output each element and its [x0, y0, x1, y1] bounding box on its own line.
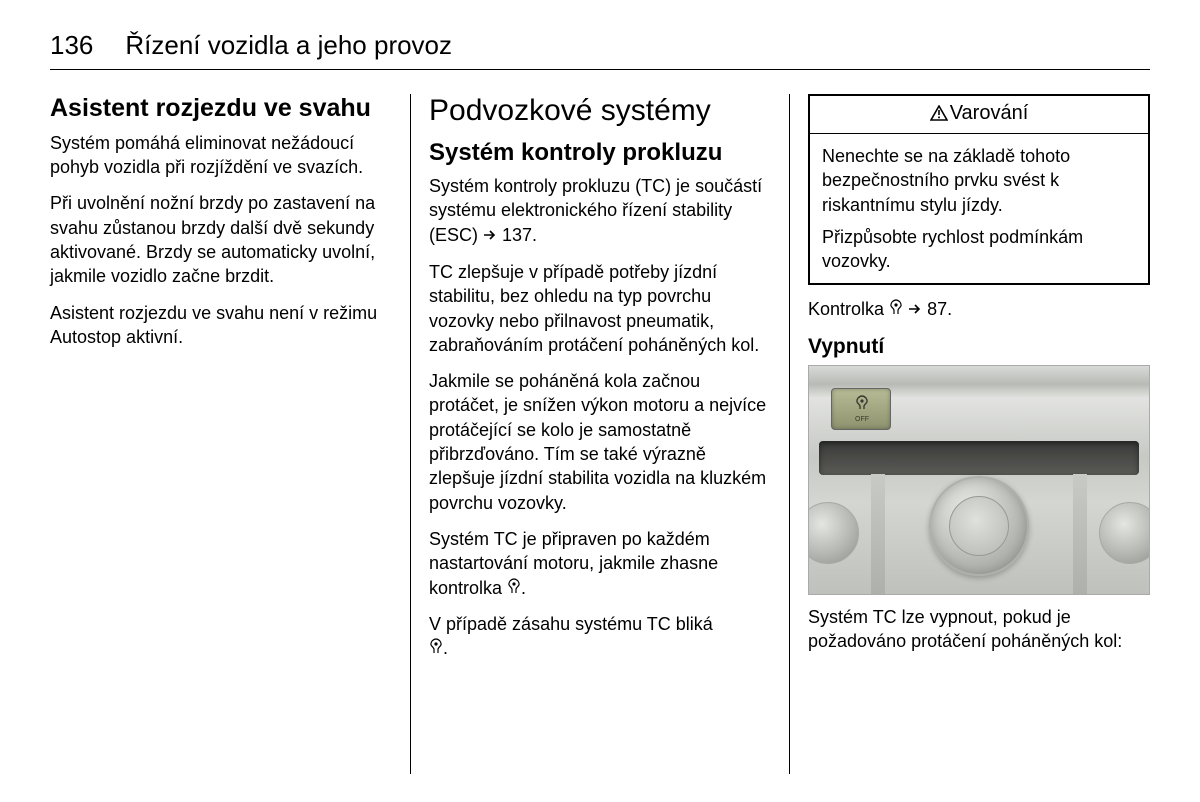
col2-para-1-ref: 137.: [502, 225, 537, 245]
page-header: 136 Řízení vozidla a jeho provoz: [50, 30, 1150, 61]
warning-title: Varování: [810, 96, 1148, 134]
esc-off-icon: [507, 578, 521, 600]
dashboard-cd-slot: [819, 441, 1139, 475]
col1-para-1: Systém pomáhá eliminovat nežádoucí pohyb…: [50, 131, 392, 180]
col1-heading: Asistent rozjezdu ve svahu: [50, 94, 392, 123]
col2-sub-heading: Systém kontroly prokluzu: [429, 139, 771, 167]
col2-para-4b: .: [521, 578, 526, 598]
warning-body: Nenechte se na základě tohoto bezpečnost…: [810, 134, 1148, 283]
esc-off-icon: [429, 638, 443, 660]
warning-label: Varování: [950, 102, 1029, 124]
page-reference-arrow-icon: [483, 224, 497, 248]
col1-para-3: Asistent rozjezdu ve svahu není v režimu…: [50, 301, 392, 350]
off-heading: Vypnutí: [808, 335, 1150, 359]
column-3: Varování Nenechte se na základě tohoto b…: [789, 94, 1150, 774]
column-1: Asistent rozjezdu ve svahu Systém pomáhá…: [50, 94, 410, 774]
dashboard-photo: OFF: [808, 365, 1150, 595]
column-2: Podvozkové systémy Systém kontroly prokl…: [410, 94, 789, 774]
col2-para-4a: Systém TC je připraven po každém nastart…: [429, 529, 718, 598]
col2-para-1-text: Systém kontroly prokluzu (TC) je součást…: [429, 176, 762, 245]
col2-para-1: Systém kontroly prokluzu (TC) je součást…: [429, 174, 771, 248]
col2-para-2: TC zlepšuje v případě potřeby jízdní sta…: [429, 260, 771, 357]
page-reference-arrow-icon: [908, 298, 922, 322]
dashboard-right-knob: [1099, 502, 1150, 564]
tc-off-button-icon: OFF: [854, 395, 870, 425]
col2-para-4: Systém TC je připraven po každém nastart…: [429, 527, 771, 600]
col2-main-heading: Podvozkové systémy: [429, 94, 771, 129]
svg-text:OFF: OFF: [855, 416, 869, 423]
warning-para-2: Přizpůsobte rychlost podmínkám vozovky.: [822, 225, 1136, 274]
warning-box: Varování Nenechte se na základě tohoto b…: [808, 94, 1150, 285]
warning-para-1: Nenechte se na základě tohoto bezpečnost…: [822, 144, 1136, 217]
content-columns: Asistent rozjezdu ve svahu Systém pomáhá…: [50, 94, 1150, 774]
col2-para-5: V případě zásahu systému TC bliká .: [429, 612, 771, 661]
dashboard-trim-left: [871, 474, 885, 594]
header-divider: [50, 69, 1150, 70]
dashboard-center-knob: [929, 476, 1029, 576]
indicator-ref-line: Kontrolka 87.: [808, 297, 1150, 322]
col2-para-3: Jakmile se poháněná kola začnou protáčet…: [429, 369, 771, 515]
warning-triangle-icon: [930, 104, 948, 127]
chapter-title: Řízení vozidla a jeho provoz: [125, 30, 452, 61]
indicator-text: Kontrolka: [808, 299, 889, 319]
indicator-ref: 87.: [927, 299, 952, 319]
tc-off-button: OFF: [831, 388, 891, 430]
page-number: 136: [50, 30, 93, 61]
esc-off-icon: [889, 299, 903, 321]
col1-para-2: Při uvolnění nožní brzdy po zastavení na…: [50, 191, 392, 288]
dashboard-left-knob: [808, 502, 859, 564]
dashboard-trim-right: [1073, 474, 1087, 594]
col2-para-5a: V případě zásahu systému TC bliká: [429, 614, 713, 634]
col2-para-5b: .: [443, 638, 448, 658]
off-para: Systém TC lze vypnout, pokud je požadová…: [808, 605, 1150, 654]
